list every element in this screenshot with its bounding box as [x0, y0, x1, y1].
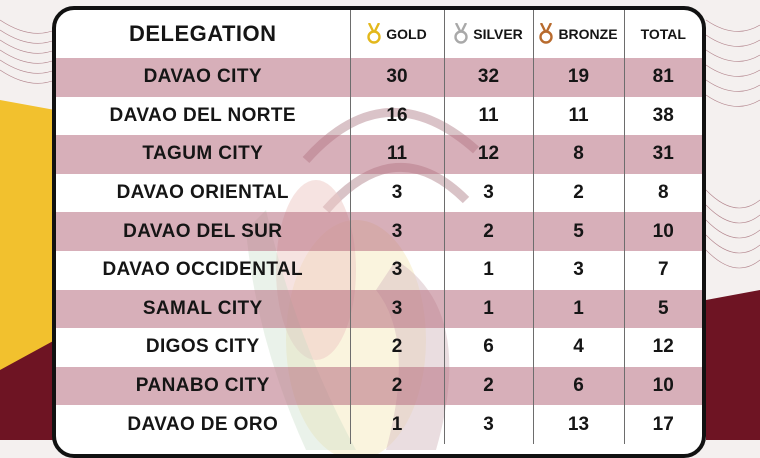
silver-cell: 2: [443, 366, 533, 406]
header-total: TOTAL: [623, 10, 702, 58]
gold-cell: 11: [349, 135, 444, 174]
table-row: DAVAO DE ORO 1 3 13 17: [56, 405, 702, 444]
delegation-cell: DAVAO OCCIDENTAL: [102, 259, 304, 281]
gold-cell: 2: [349, 328, 444, 367]
delegation-cell: DAVAO ORIENTAL: [116, 182, 289, 204]
header-gold-label: GOLD: [386, 26, 427, 42]
bronze-cell: 13: [532, 405, 624, 444]
silver-cell: 2: [443, 212, 533, 251]
gold-medal-icon: [367, 23, 381, 44]
gold-cell: 2: [349, 366, 444, 406]
total-cell: 7: [623, 250, 702, 290]
table-row: DAVAO OCCIDENTAL 3 1 3 7: [56, 250, 702, 290]
medal-tally-card: DELEGATION GOLD SILVER: [52, 6, 706, 458]
medal-tally-table: DELEGATION GOLD SILVER: [56, 10, 702, 444]
delegation-cell: DAVAO DEL SUR: [56, 212, 350, 251]
silver-cell: 3: [443, 173, 533, 213]
silver-cell: 1: [443, 289, 533, 329]
bronze-medal-icon: [539, 23, 554, 44]
header-delegation: DELEGATION: [128, 21, 277, 46]
table-row: SAMAL CITY 3 1 1 5: [56, 289, 702, 329]
header-gold: GOLD: [349, 10, 444, 58]
silver-cell: 11: [443, 96, 533, 136]
total-cell: 10: [623, 212, 702, 251]
total-cell: 12: [623, 328, 702, 367]
delegation-cell: DAVAO DE ORO: [127, 413, 279, 435]
gold-cell: 16: [349, 96, 444, 136]
gold-cell: 3: [349, 173, 444, 213]
total-cell: 31: [623, 135, 702, 174]
gold-cell: 1: [349, 405, 444, 444]
delegation-cell: DAVAO DEL NORTE: [109, 104, 296, 126]
header-bronze: BRONZE: [532, 10, 624, 58]
total-cell: 10: [623, 366, 702, 406]
delegation-cell: SAMAL CITY: [56, 289, 350, 329]
bronze-cell: 5: [532, 212, 624, 251]
table-row: TAGUM CITY 11 12 8 31: [56, 135, 702, 174]
header-silver-label: SILVER: [473, 26, 523, 42]
gold-cell: 3: [349, 250, 444, 290]
bronze-cell: 19: [532, 58, 624, 97]
silver-cell: 1: [443, 250, 533, 290]
silver-cell: 6: [443, 328, 533, 367]
bronze-cell: 8: [532, 135, 624, 174]
delegation-cell: DIGOS CITY: [145, 336, 260, 358]
table-row: DAVAO DEL SUR 3 2 5 10: [56, 212, 702, 251]
header-bronze-label: BRONZE: [558, 26, 618, 42]
total-cell: 5: [623, 289, 702, 329]
bronze-cell: 4: [532, 328, 624, 367]
header-silver: SILVER: [443, 10, 533, 58]
total-cell: 38: [623, 96, 702, 136]
table-row: DIGOS CITY 2 6 4 12: [56, 328, 702, 367]
gold-cell: 3: [349, 212, 444, 251]
silver-cell: 12: [443, 135, 533, 174]
delegation-cell: DAVAO CITY: [56, 58, 350, 97]
total-cell: 81: [623, 58, 702, 97]
bronze-cell: 11: [532, 96, 624, 136]
total-cell: 17: [623, 405, 702, 444]
total-cell: 8: [623, 173, 702, 213]
bronze-cell: 2: [532, 173, 624, 213]
silver-cell: 32: [443, 58, 533, 97]
silver-medal-icon: [454, 23, 468, 44]
table-row: DAVAO DEL NORTE 16 11 11 38: [56, 96, 702, 136]
table-row: PANABO CITY 2 2 6 10: [56, 366, 702, 406]
table-row: DAVAO ORIENTAL 3 3 2 8: [56, 173, 702, 213]
gold-cell: 3: [349, 289, 444, 329]
bronze-cell: 1: [532, 289, 624, 329]
bronze-cell: 3: [532, 250, 624, 290]
table-row: DAVAO CITY 30 32 19 81: [56, 58, 702, 97]
bronze-cell: 6: [532, 366, 624, 406]
silver-cell: 3: [443, 405, 533, 444]
delegation-cell: PANABO CITY: [56, 366, 350, 406]
delegation-cell: TAGUM CITY: [56, 135, 350, 174]
gold-cell: 30: [349, 58, 444, 97]
table-header-row: DELEGATION GOLD SILVER: [56, 10, 702, 58]
